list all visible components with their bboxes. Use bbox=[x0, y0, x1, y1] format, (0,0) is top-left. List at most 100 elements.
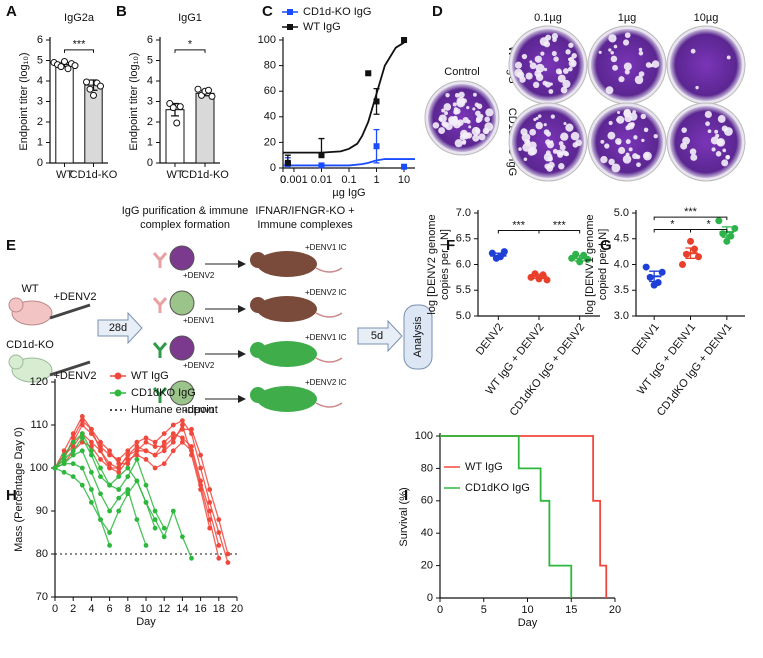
data-point bbox=[170, 431, 176, 436]
antibody bbox=[152, 387, 168, 403]
data-point bbox=[89, 439, 94, 445]
mass-line bbox=[54, 449, 147, 546]
x-axis-label: Day bbox=[136, 616, 156, 628]
challenge-label: +DENV1 IC bbox=[305, 243, 347, 252]
plaque bbox=[610, 55, 618, 63]
plaque bbox=[636, 162, 641, 168]
data-point bbox=[89, 487, 94, 492]
plaque bbox=[543, 123, 547, 127]
data-point bbox=[216, 543, 222, 548]
plaque bbox=[484, 129, 489, 134]
plaque bbox=[550, 114, 555, 119]
data-point bbox=[170, 508, 176, 514]
mouse-head bbox=[8, 297, 24, 313]
y-tick-label: 20 bbox=[421, 560, 433, 572]
plaque bbox=[438, 114, 447, 123]
plaque bbox=[472, 134, 480, 142]
arrow bbox=[357, 319, 403, 353]
plaque bbox=[622, 155, 632, 164]
plaque bbox=[557, 151, 564, 158]
challenge-label: +DENV2 IC bbox=[305, 378, 347, 387]
data-point bbox=[134, 439, 140, 445]
data-point bbox=[143, 543, 149, 548]
plaque bbox=[616, 115, 625, 124]
legend-label: CD1d-KO IgG bbox=[303, 6, 371, 18]
plaque bbox=[551, 51, 557, 57]
plaque bbox=[633, 135, 638, 140]
plaque bbox=[571, 61, 576, 66]
x-tick-label: 0.1 bbox=[341, 174, 356, 186]
plaque bbox=[726, 55, 731, 60]
plaque bbox=[472, 107, 476, 111]
data-point bbox=[318, 152, 325, 159]
data-point bbox=[723, 237, 731, 245]
data-point bbox=[79, 431, 85, 436]
data-point bbox=[98, 448, 103, 454]
plaque bbox=[722, 148, 727, 153]
plaque bbox=[484, 122, 494, 132]
plaque bbox=[553, 56, 559, 62]
data-point bbox=[152, 508, 158, 514]
plaque bbox=[532, 81, 540, 89]
plaque bbox=[616, 118, 620, 122]
y-axis-label: log [DENV1 genome bbox=[584, 214, 596, 314]
data-point bbox=[70, 439, 76, 445]
interval-label: 28d bbox=[109, 322, 127, 334]
plaque bbox=[695, 85, 699, 90]
y-tick-label: 3.5 bbox=[614, 284, 629, 296]
plaque bbox=[472, 92, 477, 97]
plaque bbox=[600, 139, 605, 144]
plaque bbox=[442, 121, 449, 128]
plaque bbox=[529, 128, 537, 136]
survival-line bbox=[440, 435, 608, 598]
bar bbox=[55, 64, 74, 164]
data-point bbox=[98, 517, 103, 522]
axis bbox=[635, 210, 745, 317]
data-point bbox=[576, 258, 584, 266]
y-tick-label: 4 bbox=[147, 75, 153, 87]
x-tick-label: 16 bbox=[194, 603, 206, 615]
antigen-label: +DENV1 bbox=[183, 316, 215, 325]
data-point bbox=[225, 560, 231, 565]
x-tick-label: 10 bbox=[521, 604, 533, 616]
plaque bbox=[551, 33, 559, 40]
data-point bbox=[152, 525, 158, 531]
x-tick-label: 15 bbox=[565, 604, 577, 616]
data-point bbox=[208, 92, 216, 100]
plaque bbox=[564, 152, 568, 156]
plaque bbox=[721, 159, 729, 167]
data-point bbox=[89, 469, 94, 475]
plaque bbox=[484, 116, 491, 123]
data-point bbox=[134, 444, 140, 449]
plaque bbox=[618, 146, 626, 155]
plaque bbox=[458, 91, 465, 98]
data-point bbox=[79, 448, 85, 454]
data-point bbox=[134, 452, 140, 458]
data-point bbox=[683, 250, 690, 258]
plaque bbox=[717, 115, 726, 123]
data-point bbox=[116, 474, 122, 479]
plaque bbox=[454, 93, 460, 98]
plaque bbox=[535, 73, 544, 82]
significance-bracket bbox=[538, 230, 581, 234]
antibody bbox=[152, 297, 168, 313]
panel-label: G bbox=[600, 237, 612, 254]
y-tick-label: 3.0 bbox=[614, 310, 629, 322]
plaque bbox=[707, 129, 712, 134]
data-point bbox=[695, 253, 702, 261]
significance-bracket bbox=[64, 49, 94, 53]
panel-label: B bbox=[116, 3, 127, 20]
data-point bbox=[107, 482, 112, 488]
x-tick-label: 0.001 bbox=[280, 174, 308, 186]
data-point bbox=[198, 487, 204, 492]
plaque bbox=[628, 147, 633, 152]
x-tick-label: 14 bbox=[176, 603, 188, 615]
plaque bbox=[524, 139, 531, 146]
plaque bbox=[618, 76, 625, 83]
column-label: 10µg bbox=[694, 12, 719, 24]
plaque bbox=[681, 127, 687, 133]
data-point bbox=[61, 457, 67, 462]
syringe bbox=[49, 360, 91, 377]
plaque bbox=[550, 140, 554, 144]
data-point bbox=[152, 517, 158, 522]
